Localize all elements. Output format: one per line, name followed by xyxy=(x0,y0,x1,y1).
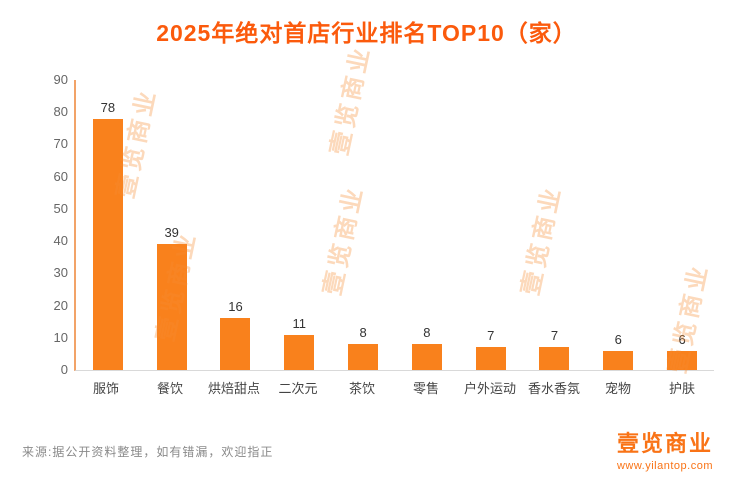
y-axis: 90 80 70 60 50 40 30 20 10 0 xyxy=(28,72,68,378)
x-category-label: 服饰 xyxy=(92,381,119,396)
bar-group: 7 xyxy=(459,80,523,370)
y-tick-label: 90 xyxy=(53,72,68,87)
chart-title: 2025年绝对首店行业排名TOP10（家） xyxy=(156,20,577,46)
brand-logo-name: 壹览商业 xyxy=(616,431,713,456)
bar xyxy=(220,318,251,370)
bar-value-label: 16 xyxy=(228,299,243,315)
y-tick-label: 60 xyxy=(53,168,68,184)
y-tick-label: 20 xyxy=(53,297,68,313)
bar xyxy=(539,347,570,370)
plot-area: 78 39 16 11 8 8 7 7 6 6 xyxy=(74,80,714,371)
x-category-label: 宠物 xyxy=(604,381,631,396)
bar xyxy=(603,350,634,370)
brand-logo: 壹览商业 www.yilantop.com xyxy=(617,426,713,472)
y-tick-label: 40 xyxy=(53,233,68,249)
x-labels: 服饰 餐饮 烘焙甜点 二次元 茶饮 零售 户外运动 香水香氛 宠物 护肤 xyxy=(74,378,714,402)
bar-group: 6 xyxy=(586,80,650,370)
y-tick-label: 0 xyxy=(60,361,68,377)
y-tick-label: 30 xyxy=(53,265,68,281)
y-tick-label: 50 xyxy=(53,200,68,216)
bar-value-label: 7 xyxy=(550,328,559,344)
y-tick-label: 10 xyxy=(53,329,68,345)
x-category-label: 护肤 xyxy=(668,381,695,396)
brand-logo-url: www.yilantop.com xyxy=(616,460,713,472)
bar-group: 7 xyxy=(523,80,587,370)
bar xyxy=(411,344,442,370)
bar-group: 11 xyxy=(267,80,331,370)
x-category-label: 户外运动 xyxy=(463,381,516,396)
bar xyxy=(284,334,315,370)
bar xyxy=(92,118,123,370)
x-category-label: 香水香氛 xyxy=(527,381,580,396)
x-category-label: 烘焙甜点 xyxy=(207,381,260,396)
bar xyxy=(348,344,379,370)
bar-value-label: 8 xyxy=(359,325,367,341)
bar-value-label: 6 xyxy=(614,331,622,347)
bar xyxy=(156,244,187,370)
bar-value-label: 39 xyxy=(164,225,179,241)
bar-value-label: 6 xyxy=(678,331,686,347)
bar-group: 8 xyxy=(395,80,459,370)
bar-group: 6 xyxy=(650,80,714,370)
x-category-label: 零售 xyxy=(412,381,439,396)
x-category-label: 二次元 xyxy=(278,381,318,396)
bar-group: 16 xyxy=(204,80,268,370)
bar-group: 39 xyxy=(140,80,204,370)
bar-value-label: 78 xyxy=(100,99,116,115)
bar xyxy=(667,350,698,370)
source-note: 来源:据公开资料整理，如有错漏，欢迎指正 xyxy=(22,445,274,459)
x-category-label: 餐饮 xyxy=(156,381,183,396)
y-tick-label: 70 xyxy=(53,136,68,152)
bar-chart: 90 80 70 60 50 40 30 20 10 0 78 39 16 11 8 8 7 7 6 6 服饰 餐饮 烘… xyxy=(28,72,718,402)
bar-group: 78 xyxy=(76,80,140,370)
y-tick-label: 80 xyxy=(53,104,68,120)
bar-value-label: 11 xyxy=(292,315,307,331)
x-category-label: 茶饮 xyxy=(348,381,375,396)
bars: 78 39 16 11 8 8 7 7 6 6 xyxy=(76,80,714,370)
bar-value-label: 7 xyxy=(487,328,495,344)
bar xyxy=(475,347,506,370)
bar-group: 8 xyxy=(331,80,395,370)
bar-value-label: 8 xyxy=(423,325,431,341)
